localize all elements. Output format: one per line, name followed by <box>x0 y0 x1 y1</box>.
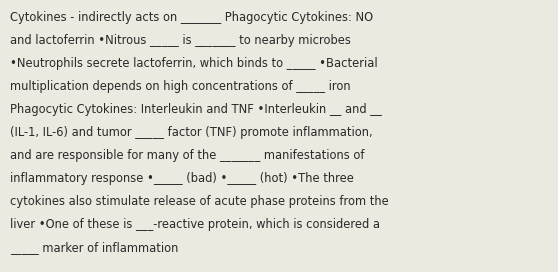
Text: multiplication depends on high concentrations of _____ iron: multiplication depends on high concentra… <box>10 80 350 93</box>
Text: (IL-1, IL-6) and tumor _____ factor (TNF) promote inflammation,: (IL-1, IL-6) and tumor _____ factor (TNF… <box>10 126 373 139</box>
Text: Phagocytic Cytokines: Interleukin and TNF •Interleukin __ and __: Phagocytic Cytokines: Interleukin and TN… <box>10 103 382 116</box>
Text: and lactoferrin •Nitrous _____ is _______ to nearby microbes: and lactoferrin •Nitrous _____ is ______… <box>10 34 351 47</box>
Text: and are responsible for many of the _______ manifestations of: and are responsible for many of the ____… <box>10 149 364 162</box>
Text: cytokines also stimulate release of acute phase proteins from the: cytokines also stimulate release of acut… <box>10 195 389 208</box>
Text: Cytokines - indirectly acts on _______ Phagocytic Cytokines: NO: Cytokines - indirectly acts on _______ P… <box>10 11 373 24</box>
Text: inflammatory response •_____ (bad) •_____ (hot) •The three: inflammatory response •_____ (bad) •____… <box>10 172 354 185</box>
Text: _____ marker of inflammation: _____ marker of inflammation <box>10 241 179 254</box>
Text: •Neutrophils secrete lactoferrin, which binds to _____ •Bacterial: •Neutrophils secrete lactoferrin, which … <box>10 57 378 70</box>
Text: liver •One of these is ___-reactive protein, which is considered a: liver •One of these is ___-reactive prot… <box>10 218 380 231</box>
